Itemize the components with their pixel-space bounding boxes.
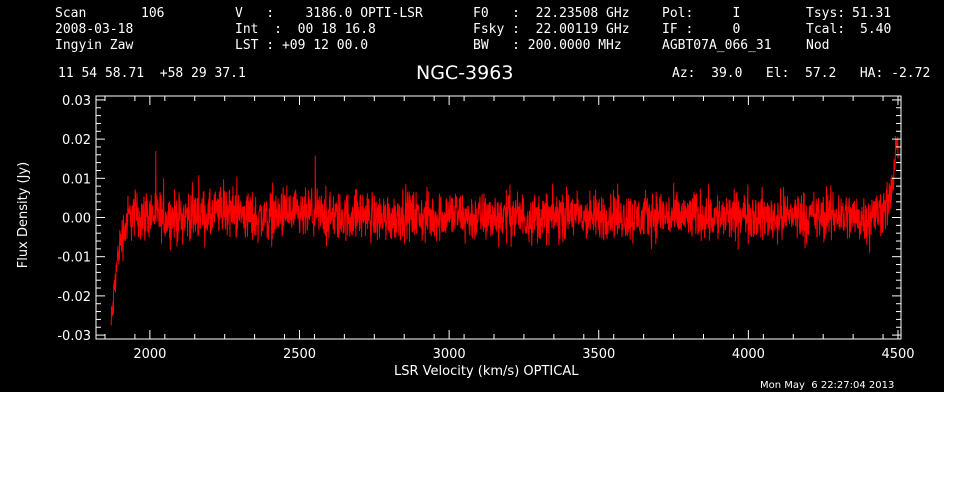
y-tick-label: -0.01	[57, 251, 91, 266]
integration-time: Int : 00 18 16.8	[235, 22, 376, 37]
scan-label: Scan	[55, 6, 87, 21]
source-name: NGC-3963	[416, 62, 514, 84]
lst-info: LST : +09 12 00.0	[235, 38, 369, 53]
x-tick-label: 2000	[133, 347, 166, 362]
x-tick-label: 4500	[881, 347, 914, 362]
x-tick-label: 4000	[732, 347, 765, 362]
tcal-value: 5.40	[860, 22, 892, 37]
y-tick-label: -0.02	[57, 290, 91, 305]
project-id: AGBT07A_066_31	[662, 38, 772, 53]
fsky-frequency: Fsky : 22.00119 GHz	[473, 22, 630, 37]
y-tick-label: -0.03	[57, 329, 91, 344]
velocity-info: V : 3186.0 OPTI-LSR	[235, 6, 423, 21]
ra-dec-coordinates: 11 54 58.71 +58 29 37.1	[58, 66, 246, 81]
x-axis-label: LSR Velocity (km/s) OPTICAL	[394, 364, 579, 379]
observer-name: Ingyin Zaw	[55, 38, 134, 53]
spectrum-panel: 2000 2500 3000 3500 4000 4500 -0.03 -0.02 -0.01 0…	[0, 0, 944, 392]
y-tick-label: 0.01	[62, 172, 91, 187]
tcal-label: Tcal:	[806, 22, 846, 37]
nod-mode: Nod	[806, 38, 830, 53]
y-axis-label: Flux Density (Jy)	[16, 161, 31, 269]
x-tick-label: 3000	[433, 347, 466, 362]
tsys-label: Tsys:	[806, 6, 846, 21]
polarization: Pol: I	[662, 6, 741, 21]
y-tick-label: 0.02	[62, 133, 91, 148]
tsys-value: 51.31	[852, 6, 892, 21]
f0-frequency: F0 : 22.23508 GHz	[473, 6, 630, 21]
timestamp: Mon May 6 22:27:04 2013	[760, 380, 895, 391]
az-el-ha: Az: 39.0 El: 57.2 HA: -2.72	[672, 66, 931, 81]
if-number: IF : 0	[662, 22, 741, 37]
x-tick-label: 2500	[283, 347, 316, 362]
spectrum-trace-0	[110, 135, 899, 326]
spectrum-chart: 2000 2500 3000 3500 4000 4500 -0.03 -0.02 -0.01 0…	[57, 94, 914, 362]
x-tick-label: 3500	[582, 347, 615, 362]
y-tick-label: 0.03	[62, 94, 91, 109]
observation-date: 2008-03-18	[55, 22, 134, 37]
scan-number: 106	[141, 6, 165, 21]
y-tick-label: 0.00	[62, 212, 91, 227]
bandwidth: BW : 200.0000 MHz	[473, 38, 622, 53]
